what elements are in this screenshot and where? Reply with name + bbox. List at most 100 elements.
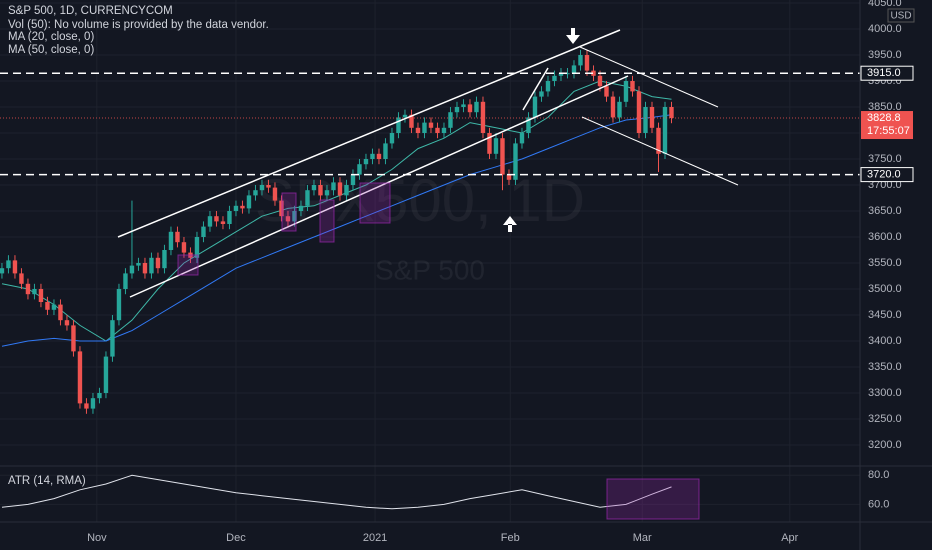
candle-body: [116, 288, 122, 321]
candle-body: [376, 153, 382, 160]
candle-body: [623, 81, 629, 102]
trend-line: [522, 67, 549, 111]
candle-body: [474, 101, 479, 113]
indicator-note: Vol (50): No volume is provided by the d…: [8, 19, 269, 31]
candle-body: [519, 133, 525, 144]
countdown: 17:55:07: [867, 125, 910, 137]
price-label: 3915.0: [867, 67, 901, 79]
candle-body: [461, 104, 466, 108]
line: [1, 474, 672, 510]
price-label: 3720.0: [867, 169, 901, 181]
legend-entry: MA (20, close, 0): [8, 31, 94, 43]
candle-body: [77, 351, 83, 404]
candle-body: [97, 392, 102, 399]
candle-body: [240, 205, 245, 209]
marks: [0, 49, 860, 510]
y-tick-label: 3650.0: [868, 205, 902, 217]
candle-body: [246, 195, 252, 209]
candle-body: [311, 185, 317, 191]
currency-box: [887, 8, 915, 23]
candle-body: [305, 190, 310, 206]
watermark-subtitle: S&P 500: [375, 254, 485, 285]
candle-body: [357, 164, 362, 175]
y-tick-label: 3200.0: [868, 439, 902, 451]
candle-body: [214, 216, 219, 222]
grid: [0, 0, 860, 522]
y-tick-label: 3400.0: [868, 335, 902, 347]
y-tick-label: 4000.0: [868, 23, 902, 35]
y-tick-label: 3300.0: [868, 387, 902, 399]
y-tick-label: 3600.0: [868, 231, 902, 243]
candle-body: [71, 325, 76, 352]
candle-body: [558, 73, 564, 76]
trend-line: [581, 116, 739, 186]
candle-body: [272, 187, 278, 201]
arrow-down: [566, 28, 580, 44]
x-tick-label: Nov: [87, 532, 107, 544]
candle-body: [636, 91, 642, 134]
last-price-box: [861, 111, 913, 140]
candle-body: [350, 174, 356, 186]
candle-body: [454, 107, 460, 113]
candle-body: [396, 117, 401, 134]
drawings: [117, 29, 739, 298]
last-price: 3828.8: [867, 112, 901, 124]
candle-body: [25, 283, 31, 295]
line: [1, 114, 672, 347]
y-tick-label: 3750.0: [868, 153, 902, 165]
y-tick-label: 3250.0: [868, 413, 902, 425]
candle-body: [617, 101, 622, 118]
trend-line: [579, 46, 719, 108]
highlight-box: [606, 478, 700, 520]
candle-body: [32, 288, 37, 295]
candle-body: [266, 185, 271, 188]
candle-body: [220, 221, 226, 224]
candle-body: [318, 185, 323, 196]
y-tick-label: 60.0: [868, 498, 889, 510]
candle-body: [201, 226, 206, 237]
y-tick-label: 3350.0: [868, 361, 902, 373]
candle-body: [194, 236, 200, 258]
candle-body: [565, 73, 570, 75]
x-tick-label: Mar: [633, 532, 652, 544]
x-tick-label: 2021: [363, 532, 387, 544]
candle-body: [253, 190, 258, 196]
candle-body: [84, 403, 89, 409]
candle-body: [103, 356, 109, 393]
candle-body: [142, 262, 148, 274]
candle-body: [331, 182, 336, 191]
currency: USD: [890, 11, 911, 22]
candle-body: [513, 143, 518, 180]
candle-body: [422, 122, 427, 134]
candle-body: [0, 268, 5, 274]
candle-body: [64, 320, 70, 326]
candle-body: [292, 210, 297, 222]
candle-body: [448, 112, 453, 128]
candle-body: [6, 260, 11, 269]
candle-body: [90, 398, 96, 409]
candle-body: [363, 159, 369, 165]
candle-body: [487, 133, 492, 154]
candle-body: [168, 231, 174, 250]
candle-body: [155, 257, 161, 269]
candle-body: [649, 107, 655, 128]
candle-body: [123, 273, 128, 289]
candle-body: [441, 127, 447, 134]
highlight-box: [177, 254, 199, 276]
price-label-box: [860, 65, 914, 81]
trend-line: [129, 75, 629, 298]
candle-body: [370, 153, 375, 160]
candle-body: [415, 127, 421, 134]
candle-body: [259, 185, 265, 191]
highlight-box: [359, 182, 391, 224]
candle-body: [428, 122, 434, 128]
candle-body: [545, 81, 551, 92]
candle-body: [597, 75, 603, 87]
x-tick-label: Feb: [501, 532, 520, 544]
candle-body: [383, 143, 388, 160]
candle-body: [604, 86, 609, 97]
candle-body: [493, 138, 499, 154]
